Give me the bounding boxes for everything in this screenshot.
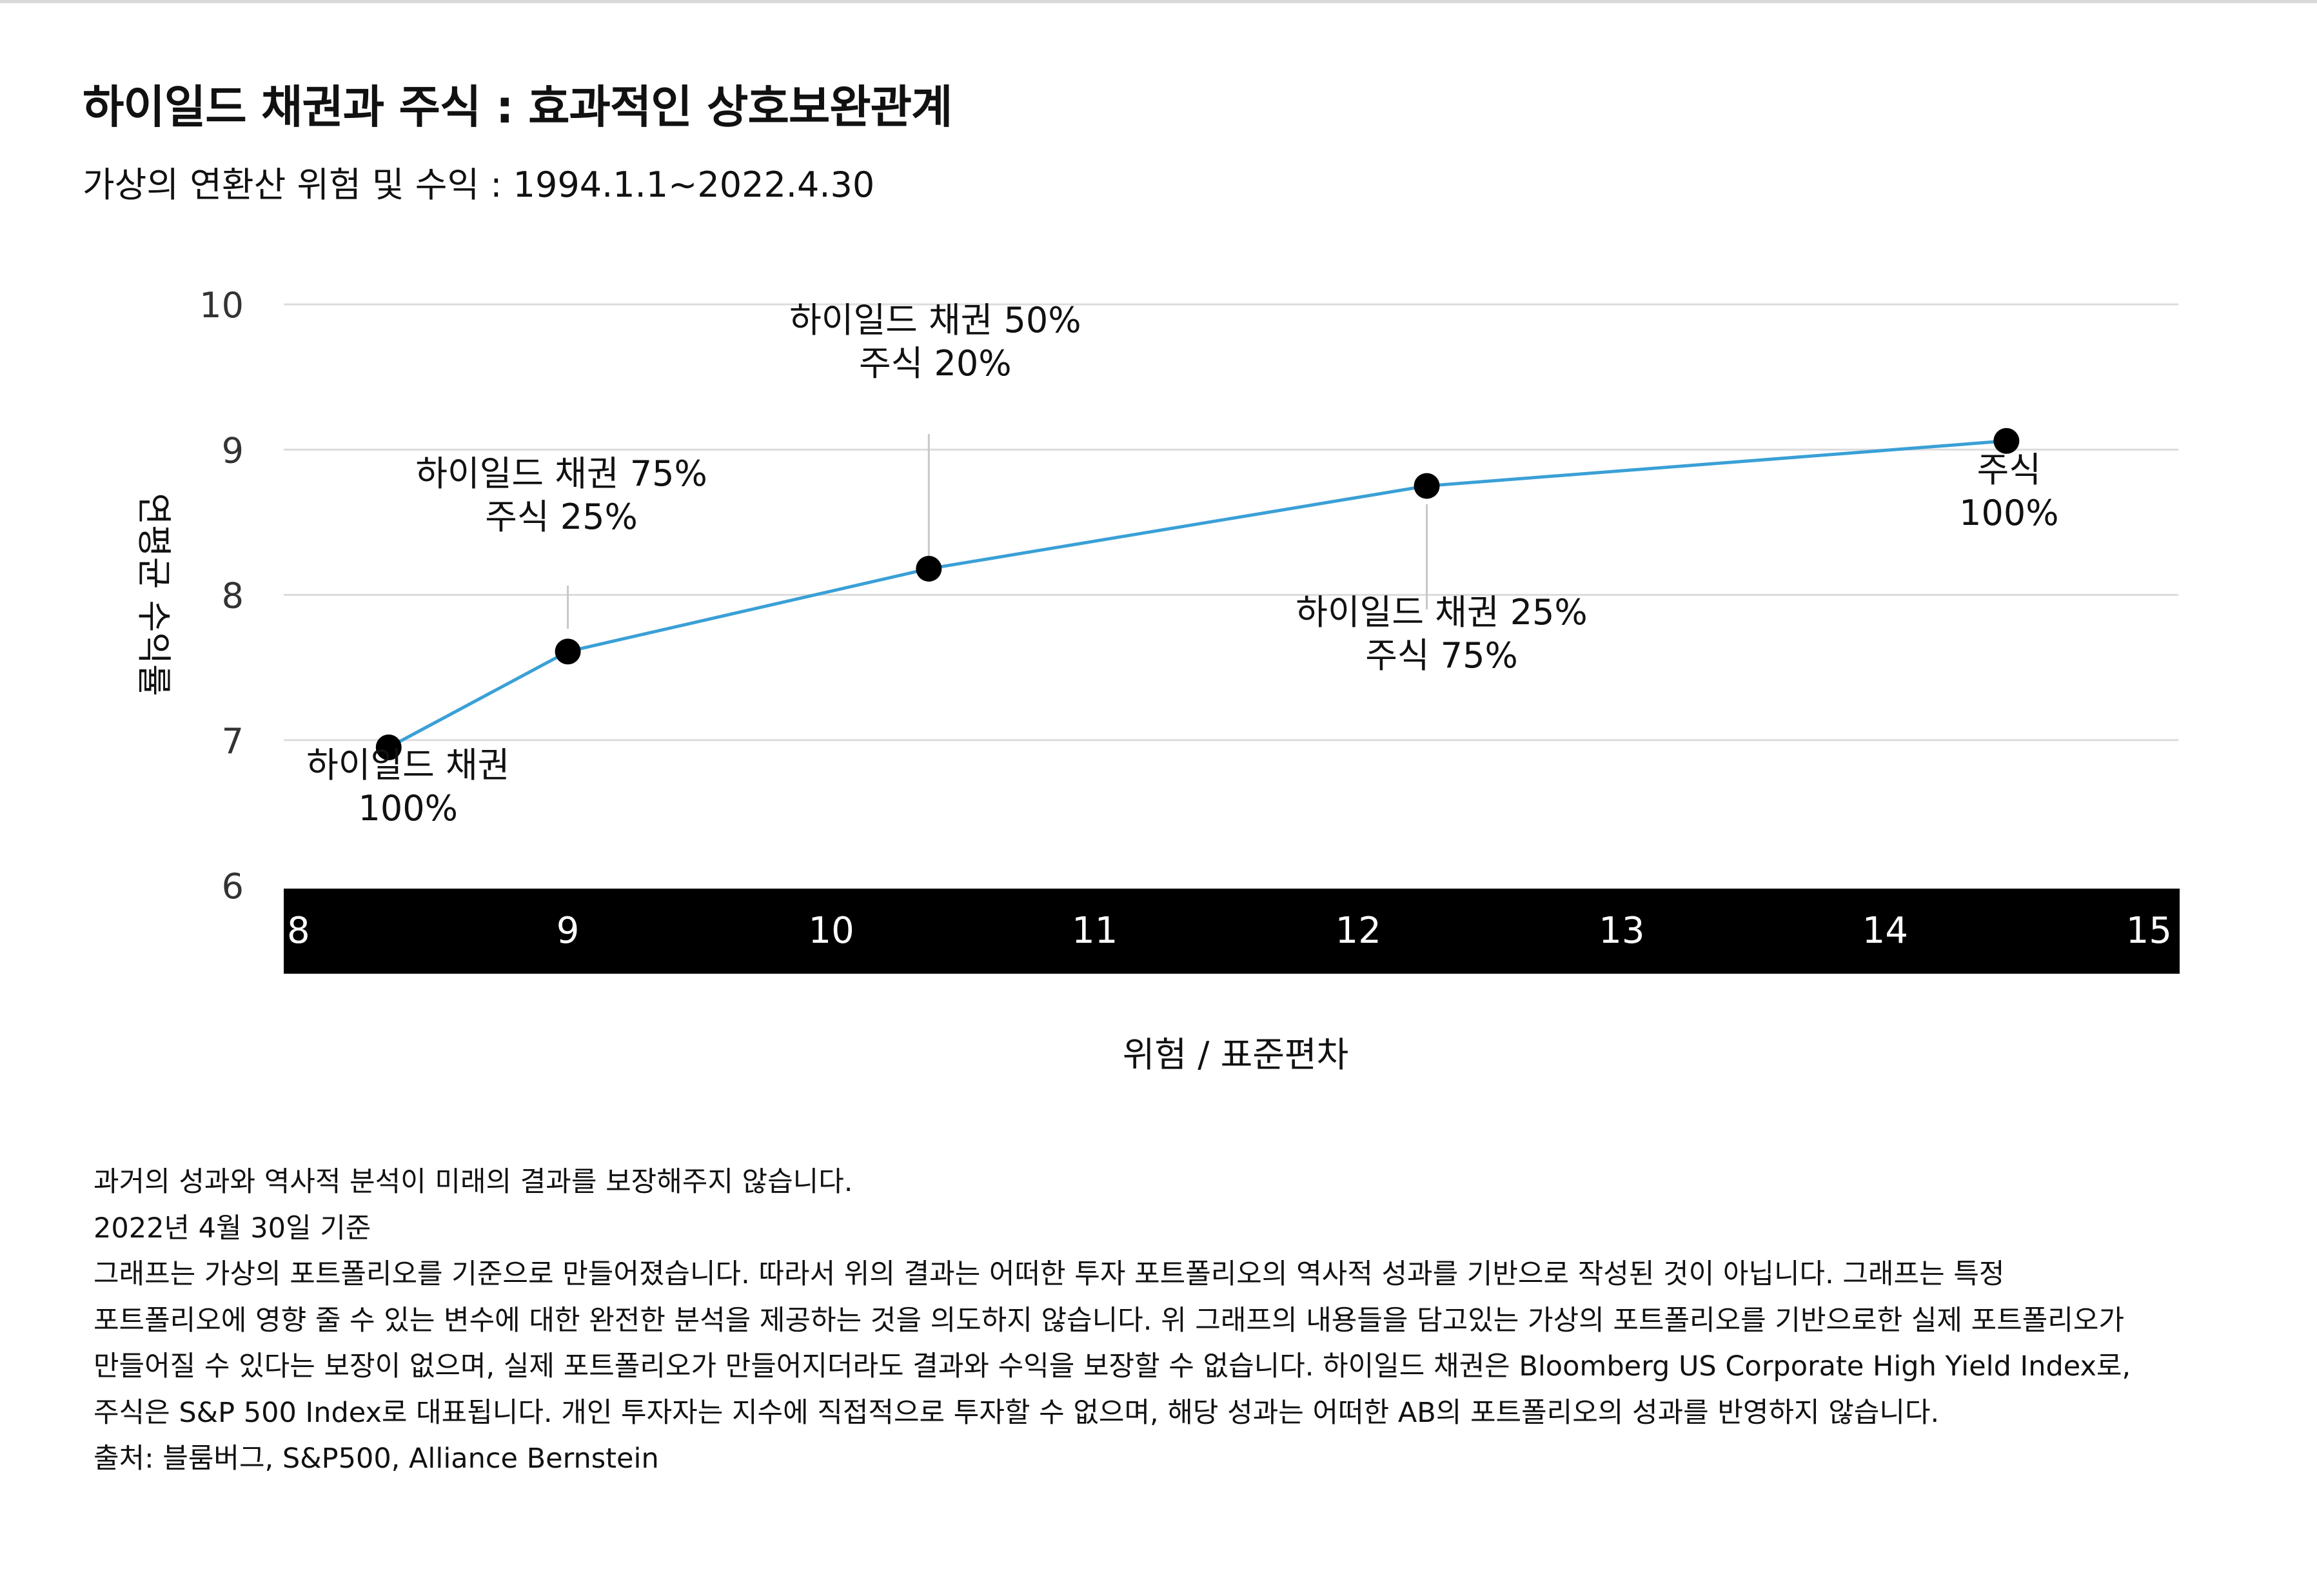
x-tick-label: 10: [809, 910, 854, 952]
x-tick-label: 12: [1336, 910, 1381, 952]
leader-lines: [567, 434, 1428, 629]
x-tick-label: 15: [2126, 910, 2172, 952]
footnote-line: 주식은 S&P 500 Index로 대표됩니다. 개인 투자자는 지수에 직접…: [94, 1396, 1940, 1429]
point-label: 하이일드 채권: [306, 745, 509, 785]
footnote-line: 출처: 블룸버그, S&P500, Alliance Bernstein: [94, 1443, 659, 1475]
x-tick-labels: 8 9 10 11 12 13 14 15: [287, 910, 2172, 952]
footnote-line: 만들어질 수 있다는 보장이 없으며, 실제 포트폴리오가 만들어지더라도 결과…: [94, 1350, 2131, 1383]
point-label: 100%: [359, 788, 458, 829]
x-tick-label: 11: [1072, 910, 1118, 952]
y-tick-label: 8: [222, 576, 244, 616]
y-tick-label: 7: [222, 721, 244, 762]
y-gridlines: [284, 303, 2178, 742]
x-axis-band: [284, 889, 2180, 974]
x-tick-label: 13: [1599, 910, 1644, 952]
y-tick-label: 10: [199, 285, 244, 326]
data-point: [375, 734, 402, 761]
footnotes: 과거의 성과와 역사적 분석이 미래의 결과를 보장해주지 않습니다. 2022…: [94, 1159, 2254, 1483]
y-tick-label: 6: [222, 866, 244, 907]
y-tick-label: 9: [222, 430, 244, 471]
data-point: [1414, 473, 1440, 499]
point-label: 주식: [1977, 449, 2041, 490]
point-label: 하이일드 채권 25%: [1296, 592, 1587, 633]
data-point: [916, 555, 942, 582]
footnote-line: 그래프는 가상의 포트폴리오를 기준으로 만들어졌습니다. 따라서 위의 결과는…: [94, 1258, 2005, 1290]
x-tick-label: 14: [1862, 910, 1908, 952]
y-axis-label: 연평균 수익률: [133, 493, 174, 696]
footnote-line: 과거의 성과와 역사적 분석이 미래의 결과를 보장해주지 않습니다.: [94, 1166, 853, 1198]
point-label: 주식 25%: [485, 497, 638, 537]
point-label: 주식 75%: [1365, 635, 1518, 676]
data-point: [1993, 428, 2020, 454]
x-tick-label: 8: [287, 910, 310, 952]
page-title: 하이일드 채권과 주식 : 효과적인 상호보완관계: [83, 81, 952, 133]
y-tick-labels: 6 7 8 9 10: [199, 285, 244, 907]
page-subtitle: 가상의 연환산 위험 및 수익 : 1994.1.1~2022.4.30: [83, 164, 875, 205]
x-tick-label: 9: [557, 910, 580, 952]
point-label: 하이일드 채권 75%: [415, 453, 707, 494]
footnote-line: 포트폴리오에 영향 줄 수 있는 변수에 대한 완전한 분석을 제공하는 것을 …: [94, 1304, 2125, 1337]
x-axis-label: 위험 / 표준편차: [1123, 1034, 1349, 1075]
point-label: 주식 20%: [859, 343, 1012, 384]
point-label: 100%: [1959, 493, 2058, 533]
footnote-line: 2022년 4월 30일 기준: [94, 1212, 371, 1245]
data-points: [375, 428, 2020, 761]
data-point: [555, 638, 581, 665]
point-label: 하이일드 채권 50%: [789, 300, 1081, 340]
top-border: [0, 0, 2317, 3]
